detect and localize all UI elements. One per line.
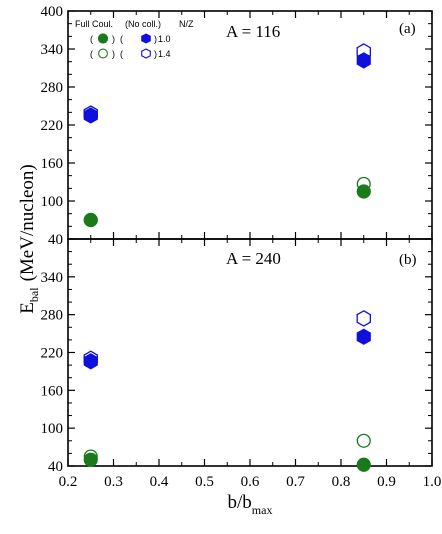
y-axis-title-unit: (MeV/nucleon)	[17, 164, 38, 281]
panel-b-annotation: A = 240	[226, 249, 281, 268]
legend-row2-close-paren-2: )	[154, 49, 157, 59]
y-axis-title: Ebal (MeV/nucleon)	[17, 164, 41, 313]
legend-row2-open-hexagon-marker	[141, 48, 151, 59]
panel-b-data-point-open-circle	[83, 449, 98, 464]
panel-a-y-tick-label: 40	[48, 232, 63, 248]
panel-a-y-tick-label: 160	[41, 156, 64, 172]
panel-a-data-point-filled-circle	[356, 184, 371, 199]
legend-row2-open-paren-1: (	[90, 49, 93, 59]
legend-row1-close-paren-1: )	[112, 34, 115, 44]
legend-row1-open-paren-2: (	[120, 34, 123, 44]
panel-b-y-tick-label: 340	[41, 270, 64, 286]
panel-a-y-tick-label: 220	[41, 118, 64, 134]
panel-b-x-tick-label: 0.2	[59, 474, 78, 490]
legend-row2-open-paren-2: (	[120, 49, 123, 59]
legend: Full Coul. (No coll.) N/Z ( ) ( ) 1.0 ( …	[75, 19, 194, 59]
panel-a-annotation: A = 116	[226, 22, 280, 41]
panel-b-x-tick-label: 0.8	[332, 474, 351, 490]
panel-b-x-tick-label: 1.0	[423, 474, 442, 490]
y-axis-title-main: E	[17, 302, 38, 314]
panel-a-y-tick-label: 100	[41, 194, 64, 210]
legend-header-nz: N/Z	[179, 19, 194, 29]
x-axis-title: b/bmax	[228, 492, 273, 517]
panel-b-data-point-open-hexagon	[83, 350, 98, 368]
markers-layer	[83, 43, 371, 472]
panel-a-data-point-open-circle	[356, 176, 371, 191]
panel-a-data-point-open-hexagon	[356, 43, 371, 60]
legend-row1-filled-hexagon-marker	[141, 33, 151, 44]
panel-b-y-tick-label: 40	[48, 459, 63, 475]
x-axis-title-sub: max	[252, 503, 273, 517]
panel-a-data-point-open-circle	[83, 212, 98, 228]
legend-row1-filled-circle-marker	[97, 33, 109, 44]
panel-b-y-tick-label: 280	[41, 308, 64, 324]
panel-b-y-tick-label: 100	[41, 421, 64, 437]
panel-b-data-point-filled-circle	[356, 457, 371, 472]
legend-header-full: Full Coul.	[75, 19, 113, 29]
ticks-layer: 40 100 160 220 280 340 400 40 100 160 220 280 340 0.2…	[41, 4, 442, 490]
panel-b-data-point-filled-hexagon	[356, 328, 371, 345]
panel-a-tag: (a)	[399, 21, 416, 37]
panel-b-x-tick-label: 0.5	[195, 474, 214, 490]
panel-a-frame	[67, 10, 433, 240]
panel-b-frame	[67, 238, 433, 467]
y-axis-title-sub: bal	[27, 287, 41, 302]
panel-b-x-tick-label: 0.9	[377, 474, 396, 490]
panel-b-data-point-open-hexagon	[356, 310, 371, 327]
panel-a-y-tick-label: 400	[41, 4, 64, 20]
legend-row1-close-paren-2: )	[154, 34, 157, 44]
x-axis-title-main: b/b	[228, 492, 252, 513]
panel-b-x-tick-label: 0.4	[150, 474, 169, 490]
panel-a-y-tick-label: 280	[41, 80, 64, 96]
panel-a-y-tick-label: 340	[41, 42, 64, 58]
panel-b-tag: (b)	[399, 252, 417, 268]
panel-b-x-tick-label: 0.3	[104, 474, 123, 490]
panel-a-data-point-open-hexagon	[83, 105, 98, 122]
legend-row1-nz-value: 1.0	[158, 34, 171, 44]
panel-b-y-tick-label: 220	[41, 346, 64, 362]
legend-header-nocoll: (No coll.)	[125, 19, 161, 29]
panel-b-data-point-open-circle	[356, 433, 371, 448]
legend-row2-open-circle-marker	[98, 48, 108, 59]
panel-b-y-tick-label: 160	[41, 383, 64, 399]
panel-b-x-tick-label: 0.6	[241, 474, 260, 490]
legend-row2-nz-value: 1.4	[158, 49, 171, 59]
legend-row1-open-paren-1: (	[90, 34, 93, 44]
legend-row2-close-paren-1: )	[112, 49, 115, 59]
panel-a-data-point-filled-hexagon	[356, 52, 371, 69]
panel-b-data-point-filled-circle	[83, 452, 98, 467]
panel-b-x-tick-label: 0.7	[286, 474, 305, 490]
